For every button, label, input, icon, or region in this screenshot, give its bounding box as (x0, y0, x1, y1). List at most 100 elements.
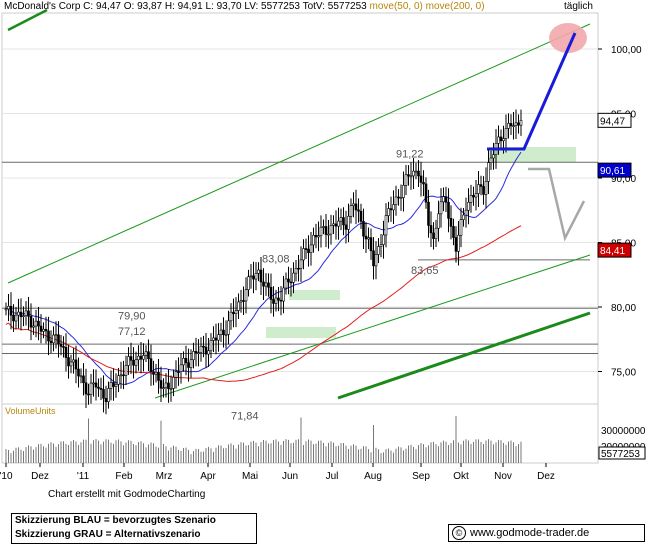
price-bar (292, 272, 295, 283)
x-tick-label: Mai (242, 471, 258, 482)
price-bar (109, 382, 113, 389)
level-label: 71,84 (231, 410, 259, 422)
price-bar (207, 350, 210, 355)
level-label: 91,22 (396, 148, 424, 160)
price-bar (222, 329, 225, 335)
price-bar (179, 364, 183, 373)
price-bar (127, 356, 130, 366)
x-tick-label: Sep (412, 471, 430, 482)
price-tag-label: 84,41 (600, 246, 625, 257)
x-tick-label: '11 (77, 471, 90, 482)
volume-last-tag (598, 446, 646, 460)
price-bar (319, 226, 323, 236)
price-bar (507, 123, 510, 129)
price-bar (497, 136, 500, 144)
price-bar (177, 371, 180, 373)
x-tick-label: Aug (364, 471, 382, 482)
legend-frame (11, 513, 257, 544)
price-bar (142, 355, 145, 360)
x-tick-label: Mrz (156, 471, 173, 482)
quote-header: McDonald's Corp C: 94,47 O: 93,87 H: 94,… (4, 1, 485, 12)
price-bar (314, 234, 318, 238)
price-bar (69, 361, 73, 367)
price-bar (469, 195, 473, 203)
price-bar (312, 234, 315, 246)
price-bar (249, 275, 253, 278)
price-bar (97, 386, 100, 389)
price-bar (17, 311, 20, 316)
support-zone-middle (289, 290, 340, 300)
price-tag-box (597, 112, 632, 128)
price-bar (309, 244, 313, 254)
price-bar (519, 120, 523, 126)
price-bar (514, 122, 518, 126)
price-bar (479, 184, 483, 187)
y-tick-label: 90,00 (611, 174, 636, 185)
website-link[interactable]: © www.godmode-trader.de (448, 524, 645, 542)
price-bar (389, 208, 393, 211)
price-bar (462, 214, 465, 220)
x-tick-label: Feb (115, 471, 133, 482)
price-bar (399, 197, 403, 199)
upper-channel-line (7, 23, 591, 284)
price-bar (299, 259, 303, 269)
price-bar (427, 201, 430, 226)
price-grid (2, 48, 598, 372)
price-bar (362, 221, 365, 237)
price-bar (432, 232, 435, 239)
middle-trend-line (154, 254, 591, 399)
price-bar (482, 186, 485, 195)
price-bar (229, 311, 233, 322)
price-bar (264, 282, 268, 287)
price-bar (117, 375, 120, 385)
price-bar (269, 286, 273, 300)
price-bar (289, 281, 293, 284)
price-tag-label: 94,47 (600, 116, 625, 127)
y-tick-label: 80,00 (611, 303, 636, 314)
price-bar (169, 388, 173, 390)
price-bar (49, 340, 53, 344)
grey-scenario-path (528, 167, 586, 242)
price-bar (327, 233, 330, 236)
price-bar (29, 316, 33, 328)
price-bar (67, 357, 70, 367)
quote-line: McDonald's Corp C: 94,47 O: 93,87 H: 94,… (4, 1, 367, 12)
copyright-icon: © (452, 526, 466, 540)
price-bar (189, 359, 193, 368)
price-bar (47, 330, 50, 342)
price-bar (54, 334, 58, 337)
price-bar (154, 371, 158, 375)
price-bar (274, 297, 278, 304)
price-bar (449, 218, 453, 227)
price-bar (294, 267, 298, 274)
price-bar (44, 328, 48, 332)
price-bar (59, 343, 63, 347)
x-tick-label: Jul (326, 471, 339, 482)
price-bar (224, 334, 228, 336)
price-bar (227, 320, 230, 335)
blue-scenario-path (487, 32, 577, 151)
price-bar (254, 273, 258, 280)
price-bar (429, 225, 433, 234)
price-bar (27, 310, 30, 317)
price-bar (512, 125, 515, 127)
level-label: 77,12 (118, 326, 146, 338)
price-bar (394, 196, 398, 205)
support-zone-upper (489, 147, 576, 162)
price-bar (209, 340, 213, 352)
y-tick-label: 100,00 (611, 45, 642, 56)
price-bar (34, 320, 38, 327)
price-bar (12, 314, 15, 322)
price-bar (457, 234, 460, 252)
price-bar (374, 254, 378, 267)
price-bar (409, 175, 413, 178)
price-bar (367, 237, 370, 240)
price-bar (422, 182, 425, 185)
price-bar (499, 136, 503, 142)
price-bar (174, 371, 178, 378)
price-bar (234, 310, 238, 314)
price-bar (354, 203, 358, 211)
price-bar (102, 389, 105, 399)
